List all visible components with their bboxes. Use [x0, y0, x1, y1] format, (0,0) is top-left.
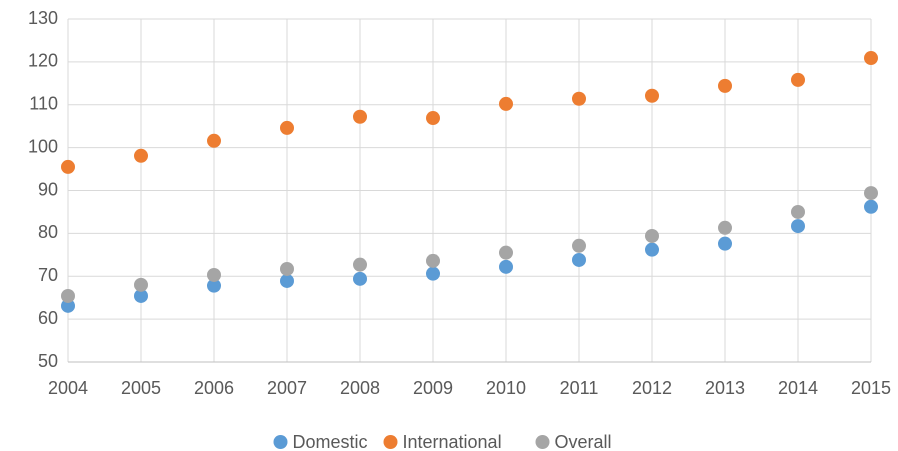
x-tick-label: 2004: [48, 378, 88, 398]
x-tick-label: 2015: [851, 378, 891, 398]
y-tick-label: 70: [38, 265, 58, 285]
x-tick-label: 2008: [340, 378, 380, 398]
point: [280, 261, 294, 276]
legend-marker: [535, 435, 550, 449]
point: [134, 148, 148, 163]
point: [572, 91, 586, 106]
point: [645, 88, 659, 103]
point: [426, 266, 440, 281]
point: [134, 277, 148, 292]
point: [207, 133, 221, 148]
point: [864, 199, 878, 214]
point: [426, 253, 440, 268]
x-tick-label: 2005: [121, 378, 161, 398]
point: [572, 238, 586, 253]
point: [61, 159, 75, 174]
y-tick-label: 80: [38, 222, 58, 242]
y-tick-label: 110: [29, 94, 58, 114]
point: [718, 220, 732, 235]
point: [572, 252, 586, 267]
point: [426, 111, 440, 126]
y-tick-label: 130: [28, 8, 58, 28]
point: [353, 109, 367, 124]
x-tick-label: 2011: [560, 378, 599, 398]
point: [864, 51, 878, 66]
x-tick-label: 2009: [413, 378, 453, 398]
y-tick-label: 60: [38, 308, 58, 328]
point: [718, 236, 732, 251]
point: [280, 273, 294, 288]
point: [791, 72, 805, 87]
point: [499, 245, 513, 260]
x-tick-label: 2012: [632, 378, 672, 398]
point: [864, 186, 878, 201]
point: [718, 78, 732, 93]
point: [61, 298, 75, 313]
x-tick-label: 2006: [194, 378, 234, 398]
x-tick-label: 2013: [705, 378, 745, 398]
point: [353, 271, 367, 286]
legend-marker: [383, 435, 398, 449]
point: [645, 242, 659, 257]
x-tick-label: 2010: [486, 378, 526, 398]
legend-label: Overall: [555, 432, 612, 451]
x-tick-label: 2007: [267, 378, 307, 398]
x-tick-label: 2014: [778, 378, 818, 398]
point: [499, 259, 513, 274]
point: [645, 228, 659, 243]
point: [791, 204, 805, 219]
point: [61, 288, 75, 303]
legend-marker: [273, 435, 288, 449]
y-tick-label: 50: [38, 351, 58, 371]
point: [134, 288, 148, 303]
point: [499, 96, 513, 111]
legend-label: International: [403, 432, 502, 451]
point: [207, 278, 221, 293]
y-tick-label: 100: [28, 136, 58, 156]
y-tick-label: 90: [38, 179, 58, 199]
y-tick-label: 120: [28, 51, 58, 71]
point: [353, 257, 367, 272]
point: [280, 120, 294, 135]
point: [791, 219, 805, 234]
point: [207, 267, 221, 282]
legend-label: Domestic: [293, 432, 368, 451]
